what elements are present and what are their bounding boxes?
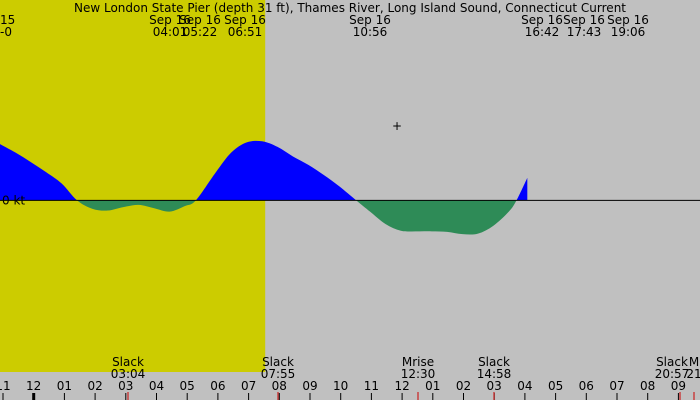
chart-title: New London State Pier (depth 31 ft), Tha… (74, 1, 626, 15)
top-time-label: 19:06 (611, 25, 646, 39)
hour-tick-label: 10 (333, 379, 348, 393)
hour-tick-label: 04 (517, 379, 532, 393)
hour-tick-labels: 11 12 01 02 03 04 05 06 07 08 09 10 11 12 01 02 03 04 05 06… (0, 379, 695, 400)
hour-tick-label: 11 (364, 379, 379, 393)
hour-tick-label: 02 (456, 379, 471, 393)
hour-tick-label: 12 (394, 379, 409, 393)
hour-tick-label: 02 (87, 379, 102, 393)
event-name-label: Slack (478, 355, 510, 369)
hour-tick-label: 06 (210, 379, 225, 393)
top-time-label: 05:22 (183, 25, 218, 39)
hour-tick-label: 03 (487, 379, 502, 393)
left-edge-date-2: -0 (0, 25, 12, 39)
hour-tick-label: 09 (671, 379, 686, 393)
hour-tick-label: 07 (609, 379, 624, 393)
hour-tick-label: 12 (26, 379, 41, 393)
top-date-label: Sep 16 (607, 13, 649, 27)
hour-tick-label: 01 (425, 379, 440, 393)
hour-tick-label: 04 (149, 379, 164, 393)
left-edge-date: 15 (0, 13, 15, 27)
event-name-label: Slack (112, 355, 144, 369)
top-date-label: Sep 16 (521, 13, 563, 27)
top-date-label: Sep 16 (224, 13, 266, 27)
top-time-label: 06:51 (228, 25, 263, 39)
hour-tick-label: 03 (118, 379, 133, 393)
event-name-label: Slack (262, 355, 294, 369)
hour-tick-label: 11 (0, 379, 11, 393)
crosshair-marker: + (392, 119, 402, 133)
event-name-label: M (689, 355, 699, 369)
top-time-label: 10:56 (353, 25, 388, 39)
hour-tick-label: 05 (548, 379, 563, 393)
hour-tick-label: 01 (57, 379, 72, 393)
hour-tick-label: 05 (180, 379, 195, 393)
event-time-label: 03:04 (111, 367, 146, 381)
event-time-label: 20:57 (655, 367, 690, 381)
zero-kt-label: 0 kt (2, 193, 25, 207)
ebb-current-area (0, 200, 528, 235)
top-time-label: 04:01 (153, 25, 188, 39)
event-name-label: Slack (656, 355, 688, 369)
hour-tick-label: 07 (241, 379, 256, 393)
event-time-label: 21 (686, 367, 700, 381)
hour-tick-label: 06 (579, 379, 594, 393)
top-date-label: Sep 16 (149, 13, 191, 27)
hour-tick-label: 08 (272, 379, 287, 393)
event-time-label: 14:58 (477, 367, 512, 381)
top-date-label: Sep 16 (563, 13, 605, 27)
top-date-label: Sep 16 (179, 13, 221, 27)
hour-tick-label: 09 (302, 379, 317, 393)
event-time-label: 12:30 (401, 367, 436, 381)
event-time-label: 07:55 (261, 367, 296, 381)
event-labels: Slack03:04Slack07:55Mrise12:30Slack14:58… (111, 355, 700, 381)
top-date-label: Sep 16 (349, 13, 391, 27)
top-time-label: 16:42 (525, 25, 560, 39)
hour-tick-label: 08 (640, 379, 655, 393)
event-name-label: Mrise (402, 355, 434, 369)
top-time-label: 17:43 (567, 25, 602, 39)
flood-current-area (0, 140, 528, 201)
